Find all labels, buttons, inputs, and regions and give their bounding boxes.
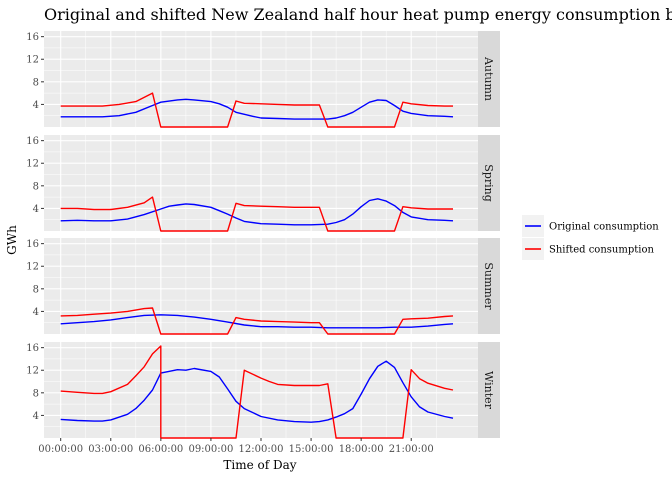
x-tick-label: 12:00:00: [239, 444, 284, 455]
facet-strip: [478, 135, 500, 231]
x-tick-label: 03:00:00: [88, 444, 133, 455]
x-axis-label: Time of Day: [223, 458, 296, 472]
legend-label-original: Original consumption: [549, 222, 659, 233]
x-tick-label: 18:00:00: [339, 444, 384, 455]
x-axis: 00:00:00 03:00:00 06:00:00 09:00:00 12:00:00…: [38, 438, 434, 455]
facet-strip: [478, 342, 500, 438]
y-tick-label: 8: [33, 284, 39, 295]
facet-strip-label: Spring: [482, 164, 495, 201]
y-tick-label: 16: [26, 32, 39, 43]
facet-panel-autumn: 4 8 12 16 Autumn: [26, 31, 500, 128]
y-tick-label: 16: [26, 343, 39, 354]
series-line-shifted-spring: [60, 196, 453, 232]
x-tick-label: 21:00:00: [389, 444, 434, 455]
y-tick-label: 8: [33, 181, 39, 192]
chart-title: Original and shifted New Zealand half ho…: [44, 5, 672, 24]
facet-panel-spring: 4 8 12 16 Spring: [26, 135, 500, 232]
y-tick-label: 12: [26, 159, 39, 170]
series-line-shifted-summer: [60, 307, 454, 335]
legend: Original consumption Shifted consumption: [522, 215, 659, 260]
y-axis-label: GWh: [5, 225, 19, 255]
facet-strip-label: Winter: [482, 371, 495, 410]
series-line-original-autumn: [60, 98, 454, 120]
y-tick-label: 4: [33, 100, 39, 111]
series-line-shifted-winter: [60, 345, 454, 439]
facet-panel-summer: 4 8 12 16 Summer: [26, 238, 500, 335]
x-tick-label: 06:00:00: [138, 444, 183, 455]
y-tick-label: 4: [33, 307, 39, 318]
facet-strip: [478, 238, 500, 334]
series-line-original-spring: [60, 198, 454, 226]
y-tick-label: 4: [33, 204, 39, 215]
x-tick-label: 15:00:00: [289, 444, 334, 455]
facet-strip: [478, 31, 500, 127]
y-tick-label: 8: [33, 77, 39, 88]
y-tick-label: 16: [26, 136, 39, 147]
x-tick-label: 00:00:00: [38, 444, 83, 455]
legend-label-shifted: Shifted consumption: [549, 245, 654, 256]
facet-strip-label: Summer: [482, 262, 495, 310]
y-tick-label: 12: [26, 55, 39, 66]
x-tick-label: 09:00:00: [188, 444, 233, 455]
y-tick-label: 16: [26, 239, 39, 250]
series-line-original-winter: [60, 360, 454, 423]
series-line-original-summer: [60, 314, 454, 329]
series-line-shifted-autumn: [60, 92, 453, 128]
y-tick-label: 8: [33, 388, 39, 399]
facet-panel-winter: 4 8 12 16 Winter: [26, 342, 500, 439]
facet-panels: 4 8 12 16 Autumn 4 8 12 16 Spring 4 8 12 16 Summer 4 8 12…: [26, 31, 500, 439]
y-tick-label: 12: [26, 262, 39, 273]
y-tick-label: 4: [33, 411, 39, 422]
facet-strip-label: Autumn: [482, 56, 495, 101]
y-tick-label: 12: [26, 366, 39, 377]
